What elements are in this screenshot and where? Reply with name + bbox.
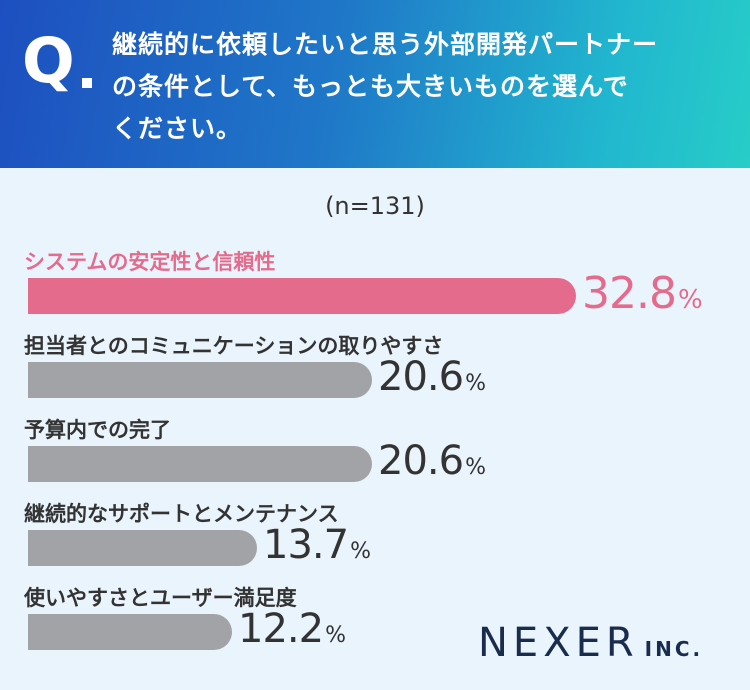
question-header: Q 継続的に依頼したいと思う外部開発パートナー の条件として、もっとも大きいもの…: [0, 0, 750, 168]
value-number-4: 13.7: [263, 522, 349, 568]
value-unit-5: %: [325, 623, 346, 648]
bar-3: [28, 446, 372, 482]
bar-1: [28, 278, 576, 314]
q-dot: [82, 78, 92, 88]
bar-label-2: 担当者とのコミュニケーションの取りやすさ: [24, 334, 444, 358]
question-text: 継続的に依頼したいと思う外部開発パートナー の条件として、もっとも大きいものを選…: [112, 24, 732, 150]
bar-label-4: 継続的なサポートとメンテナンス: [24, 502, 339, 526]
question-line-2: の条件として、もっとも大きいものを選んで: [112, 72, 629, 101]
bar-label-3: 予算内での完了: [24, 418, 171, 442]
bar-label-1: システムの安定性と信頼性: [24, 250, 276, 274]
value-number-2: 20.6: [378, 354, 464, 400]
bar-4: [28, 530, 257, 566]
value-unit-4: %: [350, 539, 371, 564]
bar-5: [28, 614, 232, 650]
logo-suffix: INC.: [644, 637, 704, 661]
question-line-1: 継続的に依頼したいと思う外部開発パートナー: [112, 30, 659, 59]
value-number-3: 20.6: [378, 438, 464, 484]
value-label-5: 12.2%: [238, 606, 346, 652]
company-logo: NEXER INC.: [478, 620, 703, 666]
value-label-3: 20.6%: [378, 438, 486, 484]
value-unit-2: %: [465, 371, 486, 396]
value-label-4: 13.7%: [263, 522, 371, 568]
value-unit-1: %: [677, 285, 703, 315]
question-line-3: ください。: [112, 114, 243, 143]
value-number-1: 32.8: [582, 268, 677, 319]
sample-size-label: (n=131): [325, 192, 425, 220]
bar-label-5: 使いやすさとユーザー満足度: [24, 586, 297, 610]
value-number-5: 12.2: [238, 606, 324, 652]
bar-2: [28, 362, 372, 398]
logo-main: NEXER: [478, 620, 639, 666]
q-mark: Q: [22, 24, 75, 97]
value-label-1: 32.8%: [582, 268, 703, 319]
value-label-2: 20.6%: [378, 354, 486, 400]
value-unit-3: %: [465, 455, 486, 480]
